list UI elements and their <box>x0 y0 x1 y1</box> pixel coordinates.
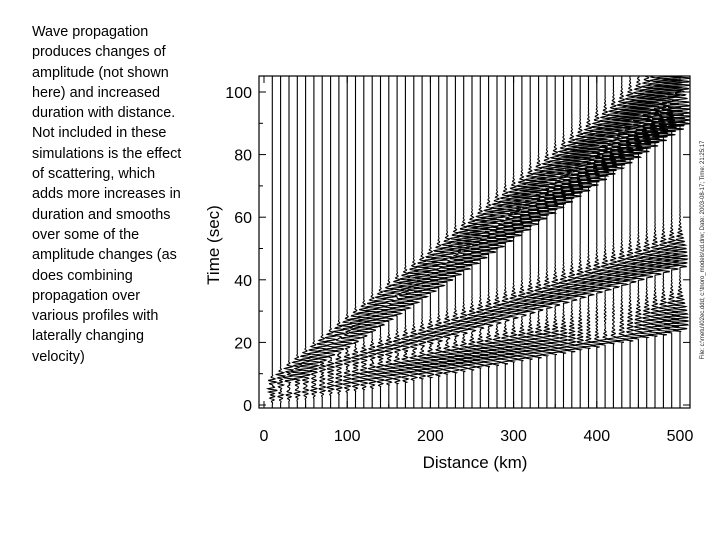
y-axis-title: Time (sec) <box>204 205 223 285</box>
x-tick-label-100: 100 <box>334 428 361 445</box>
x-axis: 0 100 200 300 400 500 <box>260 76 694 445</box>
trace-380km <box>567 76 593 408</box>
trace-40km <box>289 76 306 408</box>
trace-170km <box>397 76 414 408</box>
trace-300km <box>503 76 525 408</box>
trace-group <box>265 75 691 408</box>
trace-260km <box>469 76 492 408</box>
trace-410km <box>593 76 618 408</box>
trace-110km <box>348 76 364 408</box>
trace-330km <box>527 76 550 408</box>
trace-130km <box>363 76 382 408</box>
trace-80km <box>322 76 338 408</box>
trace-490km <box>658 75 686 408</box>
trace-30km <box>282 76 295 408</box>
y-tick-label-40: 40 <box>234 273 252 290</box>
x-tick-label-400: 400 <box>583 428 610 445</box>
trace-60km <box>306 76 322 408</box>
plot-frame <box>258 75 691 409</box>
trace-140km <box>371 76 390 408</box>
trace-280km <box>485 76 507 408</box>
x-tick-label-200: 200 <box>417 428 444 445</box>
trace-190km <box>413 76 432 408</box>
trace-180km <box>404 76 423 408</box>
y-tick-label-60: 60 <box>234 210 252 227</box>
trace-450km <box>625 75 653 408</box>
y-tick-label-80: 80 <box>234 148 252 165</box>
y-tick-label-0: 0 <box>243 398 252 415</box>
trace-150km <box>380 76 398 408</box>
file-stamp: File: c:\metu\l02ec.ddd; c:\tnoro_models… <box>700 140 706 360</box>
trace-20km <box>274 76 287 408</box>
y-tick-label-20: 20 <box>234 335 252 352</box>
trace-10km <box>265 76 279 408</box>
trace-50km <box>298 76 314 408</box>
trace-360km <box>551 76 575 408</box>
plot-border <box>258 75 691 409</box>
trace-420km <box>599 76 627 408</box>
trace-500km <box>666 75 691 408</box>
trace-70km <box>315 76 331 408</box>
trace-120km <box>356 76 373 408</box>
x-tick-label-0: 0 <box>260 428 269 445</box>
trace-240km <box>453 76 473 408</box>
trace-160km <box>389 76 407 408</box>
trace-200km <box>420 76 440 408</box>
trace-460km <box>633 75 661 408</box>
trace-310km <box>511 76 533 408</box>
x-tick-label-500: 500 <box>667 428 694 445</box>
trace-290km <box>494 76 517 408</box>
x-axis-title: Distance (km) <box>423 453 528 472</box>
trace-370km <box>560 76 584 408</box>
trace-470km <box>641 75 669 408</box>
x-tick-label-300: 300 <box>500 428 527 445</box>
trace-480km <box>649 75 677 408</box>
caption-text: Wave propagation produces changes of amp… <box>32 24 182 365</box>
trace-100km <box>339 76 354 408</box>
trace-350km <box>544 76 567 408</box>
trace-90km <box>331 76 347 408</box>
trace-220km <box>437 76 458 408</box>
trace-210km <box>429 76 448 408</box>
y-tick-label-100: 100 <box>225 85 252 102</box>
y-axis: 0 20 40 60 80 100 <box>225 85 690 415</box>
